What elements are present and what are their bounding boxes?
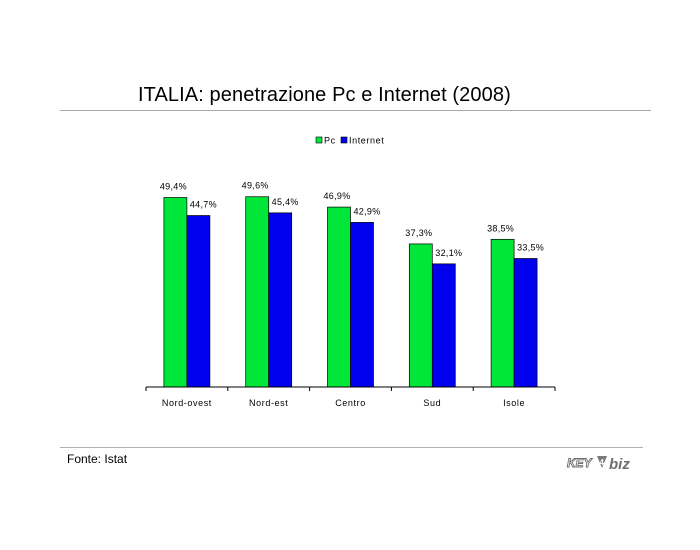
legend-swatch-pc: [315, 136, 323, 144]
category-label-isole: Isole: [503, 398, 525, 408]
bar-pc-nord-est: [245, 196, 270, 388]
data-label-internet-isole: 33,5%: [517, 242, 544, 252]
svg-text:KEY: KEY: [567, 456, 593, 470]
bar-internet-nord-ovest: [186, 215, 211, 388]
data-label-pc-nord-ovest: 49,4%: [160, 182, 187, 192]
page-title: ITALIA: penetrazione Pc e Internet (2008…: [138, 84, 511, 106]
data-label-internet-sud: 32,1%: [435, 248, 462, 258]
bar-internet-sud: [431, 263, 456, 388]
source-note: Fonte: Istat: [67, 452, 128, 466]
data-label-pc-sud: 37,3%: [405, 228, 432, 238]
legend-swatch-internet: [340, 136, 348, 144]
data-label-internet-nord-est: 45,4%: [272, 197, 299, 207]
category-label-nord-ovest: Nord-ovest: [162, 398, 212, 408]
bar-pc-centro: [327, 206, 351, 388]
category-label-sud: Sud: [423, 398, 441, 408]
key4biz-logo: KEY 4 biz: [567, 456, 631, 473]
title-divider: [60, 110, 651, 111]
bar-internet-nord-est: [268, 212, 293, 388]
footer-divider: [60, 447, 643, 448]
data-label-pc-isole: 38,5%: [487, 223, 514, 233]
bar-pc-nord-ovest: [163, 197, 188, 388]
data-label-pc-nord-est: 49,6%: [242, 181, 269, 191]
legend-label-pc: Pc: [324, 136, 336, 146]
category-label-nord-est: Nord-est: [249, 398, 288, 408]
category-label-centro: Centro: [335, 398, 366, 408]
data-label-internet-nord-ovest: 44,7%: [190, 200, 217, 210]
legend-label-internet: Internet: [349, 136, 384, 146]
bar-internet-centro: [350, 222, 374, 388]
bar-pc-isole: [490, 238, 515, 388]
bar-internet-isole: [513, 258, 538, 388]
data-label-pc-centro: 46,9%: [323, 191, 350, 201]
bar-pc-sud: [408, 243, 433, 388]
svg-text:4: 4: [600, 458, 605, 467]
svg-text:biz: biz: [609, 456, 630, 473]
data-label-internet-centro: 42,9%: [353, 206, 380, 216]
